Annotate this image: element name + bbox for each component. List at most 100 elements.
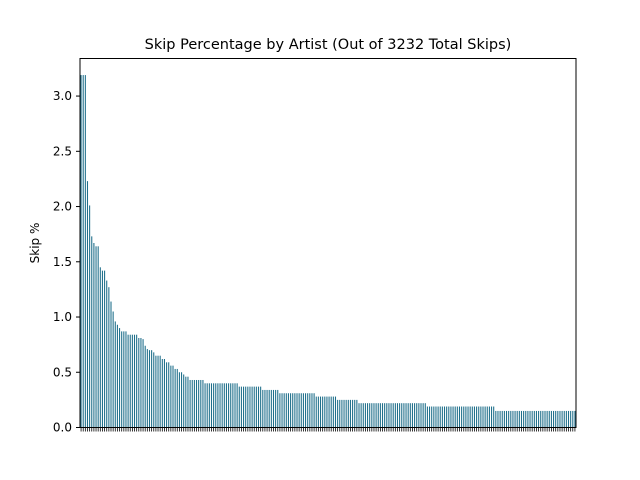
bar <box>512 410 514 428</box>
bar <box>456 406 458 428</box>
bar <box>219 383 221 428</box>
bar <box>458 406 461 428</box>
bar <box>469 406 471 428</box>
bar <box>443 406 446 428</box>
bar <box>264 389 266 428</box>
bar <box>110 301 112 428</box>
bar <box>497 410 499 428</box>
bar <box>245 386 247 428</box>
bar <box>540 410 542 428</box>
bar <box>112 311 114 428</box>
bar <box>166 362 168 428</box>
bar <box>146 349 148 428</box>
bar <box>334 396 337 428</box>
bar <box>121 331 123 428</box>
bar <box>379 403 381 428</box>
bar <box>324 396 326 428</box>
bar <box>446 406 448 428</box>
bar <box>185 376 187 428</box>
bar <box>548 410 550 428</box>
bar <box>467 406 469 428</box>
bar <box>183 374 185 428</box>
y-tick-label: 2.0 <box>53 200 72 214</box>
bar <box>292 393 294 428</box>
y-tick-label: 0.5 <box>53 365 72 379</box>
bar <box>170 365 172 428</box>
bar <box>572 410 574 428</box>
bar <box>178 372 180 428</box>
plot-frame <box>79 58 577 428</box>
y-tick-label: 3.0 <box>53 89 72 103</box>
bar <box>176 368 178 428</box>
bar <box>168 362 170 428</box>
bar <box>153 352 155 428</box>
bar <box>535 410 537 428</box>
bar <box>116 324 118 428</box>
bar <box>533 410 535 428</box>
bar <box>407 403 409 428</box>
bar <box>305 393 307 428</box>
bar <box>345 399 347 428</box>
bar <box>435 406 437 428</box>
bar <box>559 410 561 428</box>
bar <box>298 393 300 428</box>
bar <box>275 389 277 428</box>
bar <box>411 403 413 428</box>
bar <box>420 403 422 428</box>
bar <box>127 334 129 428</box>
bar <box>544 410 546 428</box>
bar <box>326 396 328 428</box>
bar <box>234 383 236 428</box>
bar <box>450 406 452 428</box>
bar <box>133 334 136 428</box>
bar <box>181 372 183 428</box>
bar <box>119 328 121 428</box>
bar <box>399 403 401 428</box>
bar <box>223 383 225 428</box>
bar <box>215 383 217 428</box>
bar <box>557 410 559 428</box>
bar <box>349 399 351 428</box>
bar <box>106 280 108 428</box>
bar <box>317 396 319 428</box>
bar <box>409 403 411 428</box>
bar <box>480 406 482 428</box>
bar <box>441 406 443 428</box>
bar <box>360 403 362 428</box>
bar <box>418 403 420 428</box>
bar <box>268 389 270 428</box>
bar <box>206 383 208 428</box>
bar <box>129 334 131 428</box>
bar <box>123 331 125 428</box>
bar <box>553 410 555 428</box>
bar <box>232 383 234 428</box>
bar <box>525 410 527 428</box>
bar <box>390 403 392 428</box>
bar <box>221 383 223 428</box>
bar <box>358 403 360 428</box>
bar <box>527 410 529 428</box>
bar <box>195 379 198 428</box>
bar <box>465 406 467 428</box>
bar <box>191 379 193 428</box>
bar <box>285 393 287 428</box>
bar <box>546 410 548 428</box>
y-tick-label: 2.5 <box>53 144 72 158</box>
bar <box>281 393 283 428</box>
bar <box>151 350 153 428</box>
bar <box>270 389 272 428</box>
bar <box>157 355 159 428</box>
bar <box>161 359 163 428</box>
bar <box>272 389 275 428</box>
bar <box>531 410 533 428</box>
bar <box>574 410 576 428</box>
bar <box>416 403 418 428</box>
bar <box>108 287 110 428</box>
bar <box>313 393 315 428</box>
bar <box>341 399 343 428</box>
bar <box>403 403 405 428</box>
bar <box>240 386 242 428</box>
bar <box>225 383 227 428</box>
bar <box>343 399 345 428</box>
bar <box>200 379 202 428</box>
